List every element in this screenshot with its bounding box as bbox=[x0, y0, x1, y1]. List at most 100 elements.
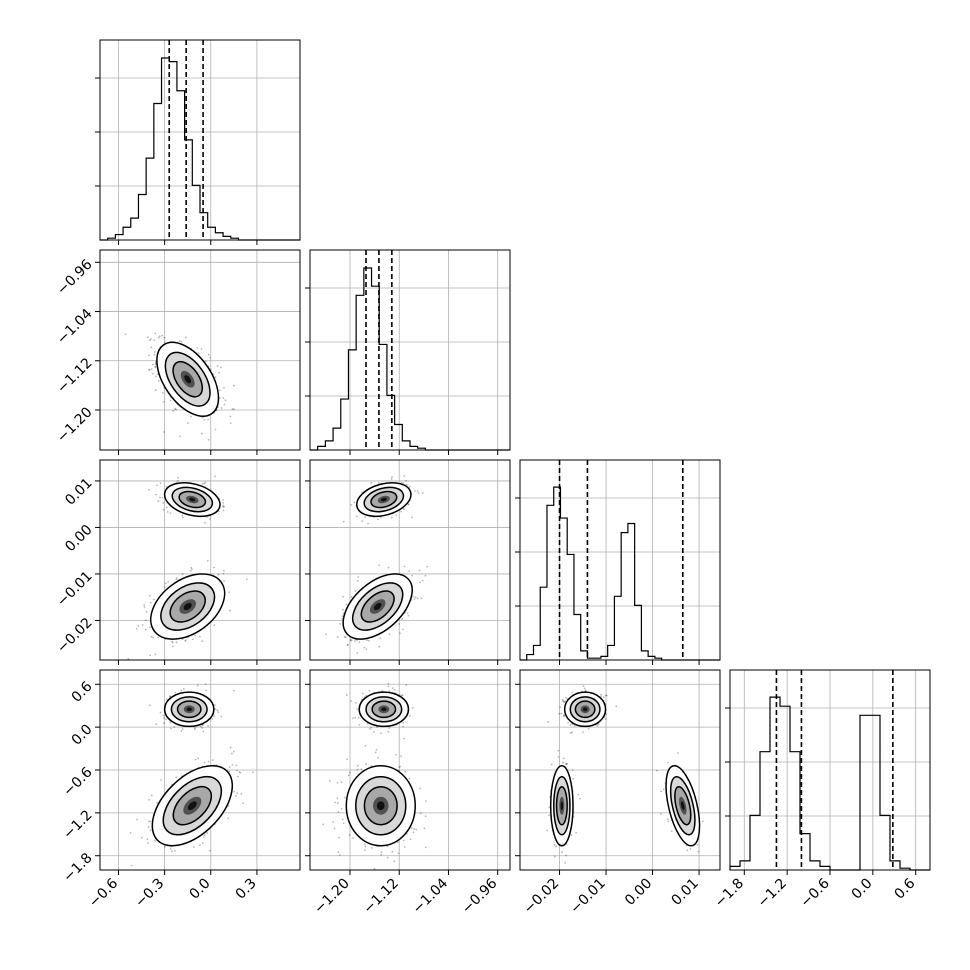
panel-3-0-sample bbox=[169, 695, 171, 698]
panel-3-2-sample bbox=[564, 861, 567, 864]
panel-3-1-sample bbox=[334, 801, 336, 804]
panel-1-0-sample bbox=[220, 407, 223, 409]
panel-3-2-sample bbox=[553, 855, 556, 858]
panel-3-0-sample bbox=[252, 771, 254, 774]
panel-1-0-sample bbox=[175, 408, 178, 411]
panel-3-1-sample bbox=[346, 758, 348, 761]
panel-3-0-sample bbox=[242, 802, 244, 805]
panel-2-0-ytick-label-1: −0.01 bbox=[54, 568, 96, 610]
panel-2-0-sample bbox=[222, 499, 224, 501]
panel-3-0-sample bbox=[155, 723, 158, 726]
hist-0-frame bbox=[99, 39, 301, 241]
panel-2-1-sample bbox=[414, 596, 417, 599]
panel-2-0-sample bbox=[181, 516, 184, 519]
panel-2-1-sample bbox=[368, 639, 370, 642]
panel-3-0-xtick-label-0: −0.6 bbox=[86, 875, 121, 910]
panel-3-1-xtick-label-0: −1.20 bbox=[311, 876, 353, 918]
panel-3-0-sample bbox=[160, 779, 162, 781]
panel-3-0-sample bbox=[211, 718, 214, 720]
panel-3-0-ytick-label-2: −0.6 bbox=[60, 764, 95, 799]
panel-3-0-sample bbox=[206, 832, 209, 834]
panel-1-0-sample bbox=[201, 416, 204, 419]
panel-1-0-sample bbox=[163, 341, 166, 344]
panel-3-0-sample bbox=[169, 847, 172, 850]
panel-2-1-sample bbox=[405, 480, 407, 482]
panel-3-0-sample bbox=[193, 728, 196, 730]
panel-3-2-sample bbox=[605, 718, 607, 720]
panel-3-2-xtick-label-2: 0.00 bbox=[622, 876, 655, 909]
panel-3-1-sample bbox=[364, 845, 367, 848]
panel-3-1-peak-1 bbox=[376, 801, 385, 811]
panel-2-0-sample bbox=[145, 619, 147, 622]
panel-3-2-sample bbox=[575, 831, 578, 834]
panel-1-0-density bbox=[124, 332, 235, 441]
panel-3-2-xtick-label-3: 0.01 bbox=[669, 876, 702, 909]
panel-1-0-sample bbox=[200, 432, 203, 435]
panel-3-1-sample bbox=[423, 827, 426, 830]
panel-2-0-sample bbox=[194, 634, 196, 637]
hist-1-frame bbox=[309, 249, 511, 451]
panel-2-1-sample bbox=[388, 633, 391, 636]
panel-1-0-sample bbox=[153, 351, 156, 353]
panel-3-0-sample bbox=[228, 766, 231, 768]
hist-3-xtick-label-2: −0.6 bbox=[797, 875, 832, 910]
panel-3-2-sample bbox=[561, 698, 564, 701]
panel-3-1-sample bbox=[388, 690, 391, 693]
panel-3-0-sample bbox=[201, 724, 204, 727]
panel-3-0-sample bbox=[192, 846, 195, 848]
panel-2-0-sample bbox=[154, 493, 157, 496]
panel-3-0-sample bbox=[214, 708, 217, 711]
panel-1-0-sample bbox=[157, 379, 160, 382]
panel-1-0-sample bbox=[169, 399, 172, 402]
panel-3-2-sample bbox=[548, 806, 551, 809]
panel-3-1-sample bbox=[337, 811, 340, 813]
panel-2-1-sample bbox=[414, 490, 416, 492]
panel-3-1-sample bbox=[342, 822, 345, 825]
panel-3-0-sample bbox=[163, 722, 165, 725]
panel-2-0-sample bbox=[184, 639, 187, 642]
panel-2-1-sample bbox=[399, 632, 401, 635]
panel-3-1-sample bbox=[413, 828, 416, 830]
panel-3-0-sample bbox=[201, 842, 204, 844]
panel-1-0-sample bbox=[156, 373, 159, 376]
panel-3-0-sample bbox=[208, 849, 211, 852]
panel-2-1-sample bbox=[408, 486, 411, 488]
panel-2-1-sample bbox=[377, 481, 380, 484]
panel-2-0-sample bbox=[171, 641, 174, 644]
panel-3-0-sample bbox=[180, 730, 183, 732]
panel-2-1-sample bbox=[357, 579, 359, 582]
panel-3-2-sample bbox=[573, 724, 576, 727]
panel-2-0-sample bbox=[154, 653, 157, 656]
panel-3-2-sample bbox=[696, 843, 699, 846]
panel-3-0-sample bbox=[232, 689, 235, 692]
panel-3-1-sample bbox=[340, 807, 343, 810]
panel-1-0-sample bbox=[163, 336, 166, 339]
panel-1-0-sample bbox=[216, 365, 219, 367]
panel-3-0-sample bbox=[196, 684, 199, 687]
panel-1-0-sample bbox=[153, 353, 156, 356]
panel-1-0-sample bbox=[151, 363, 154, 366]
panel-2-0-sample bbox=[198, 635, 201, 638]
panel-3-1-sample bbox=[350, 700, 353, 703]
panel-1-0-sample bbox=[218, 397, 221, 400]
panel-3-1-sample bbox=[360, 768, 363, 771]
panel-3-1-sample bbox=[403, 737, 406, 740]
panel-2-0-sample bbox=[162, 501, 165, 504]
panel-3-0-sample bbox=[165, 698, 168, 701]
panel-2-0-sample bbox=[169, 512, 172, 515]
panel-1-0-ytick-label-1: −1.12 bbox=[54, 355, 96, 397]
panel-3-1-sample bbox=[415, 828, 418, 831]
panel-3-1-sample bbox=[364, 744, 367, 747]
panel-2-1-sample bbox=[354, 640, 356, 642]
panel-1-0-sample bbox=[172, 409, 175, 412]
panel-2-1-sample bbox=[342, 520, 345, 523]
panel-2-1-sample bbox=[406, 612, 409, 614]
panel-2-0-density bbox=[127, 475, 248, 660]
panel-3-2-sample bbox=[670, 830, 673, 832]
panel-2-0-sample bbox=[222, 501, 225, 504]
panel-3-2-sample bbox=[579, 797, 581, 800]
panel-3-2-xtick-label-1: −0.01 bbox=[567, 876, 609, 918]
panel-1-0-sample bbox=[174, 407, 176, 410]
panel-2-0-sample bbox=[206, 560, 209, 562]
panel-2-1-sample bbox=[356, 515, 358, 518]
